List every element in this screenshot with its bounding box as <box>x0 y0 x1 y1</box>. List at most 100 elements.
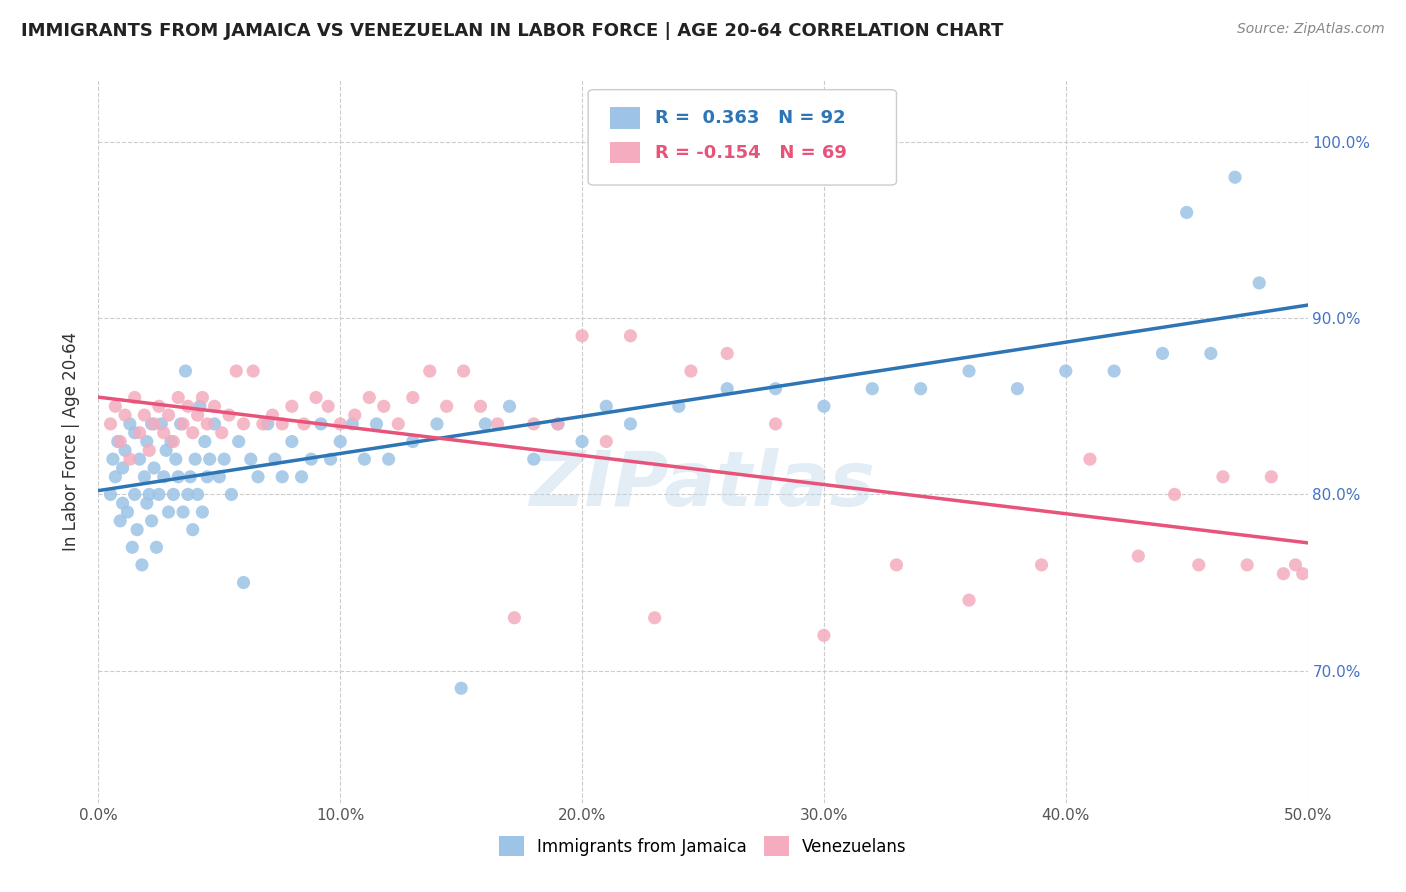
Point <box>679 364 702 378</box>
Point <box>204 417 226 431</box>
Point <box>135 496 157 510</box>
Point <box>571 434 593 449</box>
Point <box>450 681 472 696</box>
Point <box>218 408 240 422</box>
Point <box>252 417 274 431</box>
Point <box>353 452 375 467</box>
Point <box>221 487 243 501</box>
Point <box>100 417 122 431</box>
Point <box>1223 170 1246 185</box>
Point <box>474 417 496 431</box>
Point <box>117 505 139 519</box>
FancyBboxPatch shape <box>610 142 640 163</box>
Point <box>1292 566 1315 581</box>
Point <box>1163 487 1185 501</box>
Point <box>242 364 264 378</box>
Point <box>319 452 342 467</box>
Point <box>228 434 250 449</box>
Point <box>290 470 312 484</box>
Point <box>184 452 207 467</box>
Point <box>264 452 287 467</box>
Point <box>191 505 214 519</box>
Point <box>108 434 131 449</box>
Point <box>281 399 304 413</box>
Point <box>194 434 217 449</box>
Point <box>329 434 352 449</box>
Point <box>160 434 183 449</box>
Point <box>157 408 180 422</box>
Point <box>1260 470 1282 484</box>
Point <box>342 417 364 431</box>
Point <box>957 364 980 378</box>
Point <box>1054 364 1077 378</box>
Point <box>1128 549 1150 563</box>
Point <box>813 628 835 642</box>
Point <box>138 487 160 501</box>
Point <box>886 558 908 572</box>
FancyBboxPatch shape <box>610 107 640 128</box>
Point <box>595 399 617 413</box>
Point <box>172 417 194 431</box>
Point <box>188 399 211 413</box>
Point <box>1272 566 1295 581</box>
Point <box>127 523 149 537</box>
Point <box>152 425 174 440</box>
Point <box>1175 205 1198 219</box>
Point <box>225 364 247 378</box>
Point <box>366 417 388 431</box>
Point <box>547 417 569 431</box>
Point <box>104 470 127 484</box>
Point <box>114 408 136 422</box>
Point <box>198 452 221 467</box>
Point <box>118 452 141 467</box>
Point <box>169 417 191 431</box>
Point <box>470 399 492 413</box>
Point <box>271 417 294 431</box>
Point <box>131 558 153 572</box>
Point <box>181 425 204 440</box>
Point <box>1102 364 1125 378</box>
Point <box>1188 558 1211 572</box>
Point <box>232 417 254 431</box>
Point <box>292 417 315 431</box>
Point <box>181 523 204 537</box>
Point <box>134 470 156 484</box>
Point <box>155 443 177 458</box>
Point <box>100 487 122 501</box>
Point <box>179 470 201 484</box>
Point <box>309 417 332 431</box>
Point <box>316 399 339 413</box>
Point <box>1284 558 1306 572</box>
Point <box>167 391 190 405</box>
Point <box>212 452 235 467</box>
Point <box>343 408 366 422</box>
Point <box>271 470 294 484</box>
Point <box>644 611 666 625</box>
Point <box>402 391 425 405</box>
Point <box>503 611 526 625</box>
Point <box>1236 558 1258 572</box>
Point <box>172 505 194 519</box>
Point <box>765 417 787 431</box>
Point <box>141 514 163 528</box>
Text: R = -0.154   N = 69: R = -0.154 N = 69 <box>655 144 846 161</box>
Point <box>177 399 200 413</box>
Point <box>377 452 399 467</box>
Point <box>101 452 124 467</box>
Point <box>595 434 617 449</box>
Point <box>148 399 170 413</box>
Point <box>157 505 180 519</box>
Point <box>619 417 641 431</box>
Point <box>165 452 187 467</box>
Point <box>143 417 166 431</box>
Point <box>204 399 226 413</box>
Point <box>523 417 546 431</box>
Point <box>547 417 569 431</box>
Point <box>716 346 738 360</box>
Point <box>1078 452 1101 467</box>
Point <box>187 408 209 422</box>
Point <box>107 434 129 449</box>
Point <box>426 417 449 431</box>
Point <box>910 382 932 396</box>
Point <box>281 434 304 449</box>
